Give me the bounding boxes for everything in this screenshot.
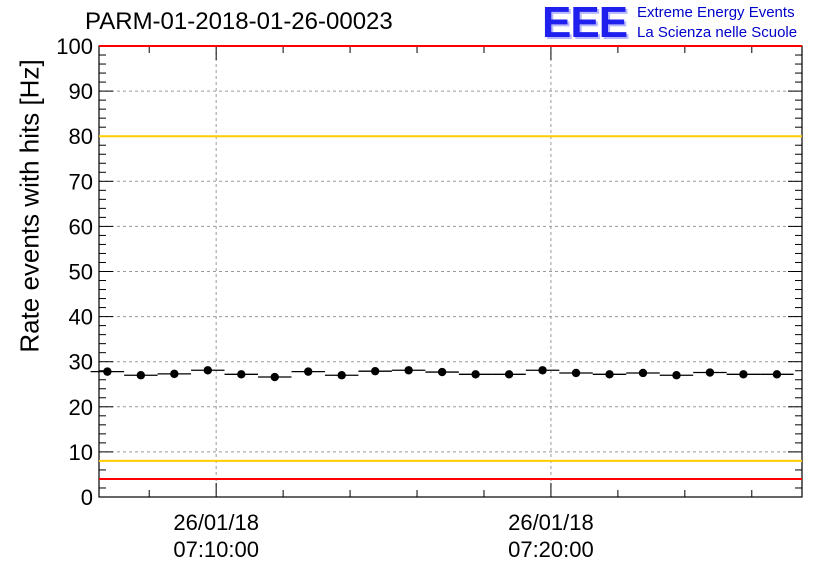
eee-logo: EEE Extreme Energy Events La Scienza nel… [542, 0, 832, 47]
data-point [437, 367, 447, 377]
y-tick-label: 30 [69, 350, 93, 375]
y-tick-label: 100 [56, 34, 93, 59]
logo-text-line2: La Scienza nelle Scuole [637, 24, 798, 41]
x-tick-time-label: 07:20:00 [508, 537, 594, 562]
y-tick-label: 0 [81, 485, 93, 510]
y-tick-label: 80 [69, 124, 93, 149]
data-point [772, 370, 782, 379]
data-point [237, 370, 246, 379]
plot-frame [98, 45, 803, 498]
data-point [337, 371, 346, 380]
data-point [672, 371, 681, 380]
data-point [739, 370, 748, 379]
data-point [136, 371, 146, 380]
x-tick-date-label: 26/01/18 [508, 510, 594, 535]
data-point [404, 366, 413, 375]
y-tick-label: 60 [69, 214, 93, 239]
data-point [304, 367, 313, 376]
logo-text-line1: Extreme Energy Events [637, 4, 795, 21]
data-point [638, 368, 648, 378]
data-point [571, 368, 581, 378]
data-point [370, 366, 380, 376]
data-point [504, 370, 514, 379]
data-point [103, 367, 112, 376]
data-point [605, 370, 614, 379]
eee-logo-mark: EEE [542, 0, 628, 47]
x-tick-date-label: 26/01/18 [173, 510, 259, 535]
y-tick-label: 10 [69, 440, 93, 465]
data-point [203, 366, 212, 375]
x-tick-time-label: 07:10:00 [173, 537, 259, 562]
y-tick-label: 40 [69, 305, 93, 330]
y-tick-label: 70 [69, 169, 93, 194]
data-point [471, 370, 480, 379]
y-tick-label: 20 [69, 395, 93, 420]
chart-title: PARM-01-2018-01-26-00023 [85, 8, 393, 35]
y-tick-label: 90 [69, 79, 93, 104]
data-point [705, 368, 715, 377]
data-point [170, 369, 179, 379]
data-point [538, 366, 547, 375]
y-tick-label: 50 [69, 260, 93, 285]
data-point [270, 372, 279, 382]
